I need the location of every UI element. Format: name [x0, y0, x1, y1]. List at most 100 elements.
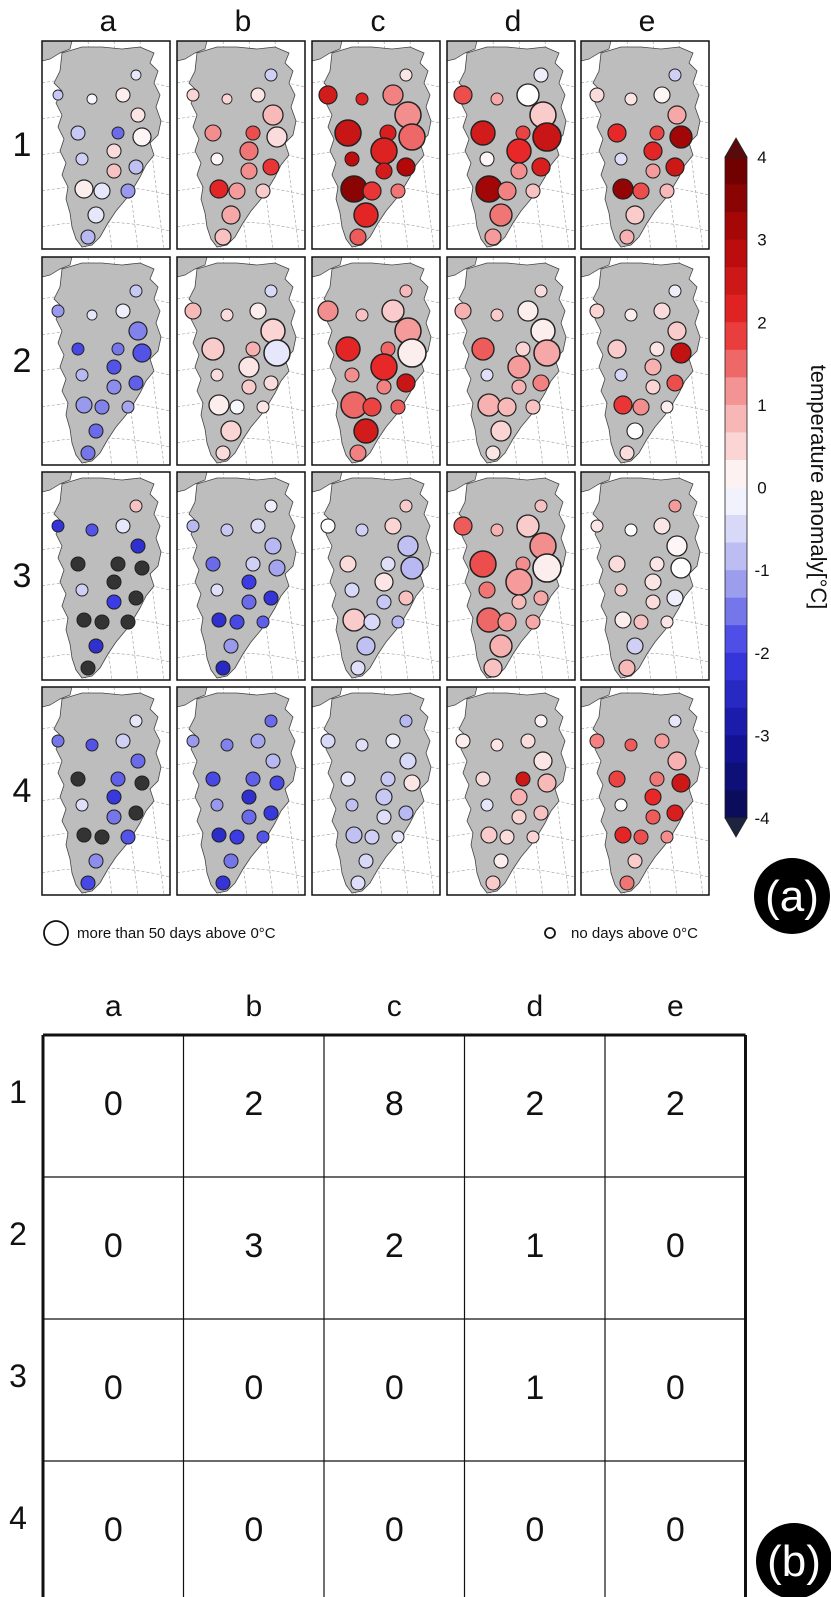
station-marker: [619, 229, 635, 245]
station-marker: [485, 445, 501, 461]
table-cell-value: 0: [104, 1085, 123, 1123]
station-marker: [398, 123, 426, 151]
station-marker: [260, 318, 286, 344]
station-marker: [511, 809, 527, 825]
station-marker: [624, 92, 638, 106]
station-marker: [607, 123, 627, 143]
station-marker: [376, 379, 392, 395]
panel-b-column-label: b: [245, 990, 262, 1023]
station-marker: [240, 162, 258, 180]
station-marker: [453, 85, 473, 105]
station-marker: [186, 519, 200, 533]
colorbar-band: [725, 294, 747, 323]
station-marker: [534, 284, 548, 298]
panel-b-column-label: e: [667, 990, 684, 1023]
station-marker: [614, 826, 632, 844]
ellesmere-land: [447, 257, 478, 278]
station-map: [41, 471, 171, 681]
map-frame: [446, 686, 576, 896]
station-marker: [256, 830, 270, 844]
station-marker: [497, 612, 517, 632]
station-marker: [263, 590, 279, 606]
station-marker: [241, 594, 257, 610]
colorbar-band: [725, 652, 747, 681]
station-marker: [374, 572, 394, 592]
table-cell-value: 2: [385, 1227, 404, 1265]
station-marker: [660, 400, 674, 414]
station-marker: [490, 308, 504, 322]
station-marker: [666, 804, 684, 822]
station-marker: [515, 125, 531, 141]
colorbar-band: [725, 349, 747, 378]
station-marker: [75, 798, 89, 812]
station-marker: [618, 659, 636, 677]
station-marker: [390, 183, 406, 199]
station-marker: [130, 753, 146, 769]
table-cell-value: 0: [385, 1369, 404, 1407]
colorbar-band: [725, 790, 747, 819]
panel-a-column-label: e: [639, 5, 656, 38]
station-marker: [128, 375, 144, 391]
map-frame: [41, 686, 171, 896]
station-marker: [399, 68, 413, 82]
greenland-land: [53, 262, 162, 464]
ellesmere-land: [581, 472, 612, 493]
colorbar-band: [725, 487, 747, 516]
panel-a-row-label: 4: [13, 772, 32, 810]
station-marker: [106, 143, 122, 159]
station-marker: [644, 788, 662, 806]
station-map: [446, 471, 576, 681]
station-marker: [511, 594, 527, 610]
station-marker: [400, 556, 424, 580]
station-marker: [120, 614, 136, 630]
station-marker: [355, 523, 369, 537]
station-marker: [111, 126, 125, 140]
station-marker: [653, 517, 671, 535]
map-frame: [580, 686, 710, 896]
station-marker: [208, 394, 230, 416]
station-marker: [106, 574, 122, 590]
station-marker: [507, 355, 531, 379]
station-marker: [250, 87, 266, 103]
station-marker: [649, 556, 665, 572]
station-marker: [455, 733, 471, 749]
map-frame: [446, 40, 576, 250]
ellesmere-land: [581, 41, 612, 62]
table-cell-value: 1: [525, 1227, 544, 1265]
station-marker: [660, 830, 674, 844]
station-marker: [220, 308, 234, 322]
panel-a-station-maps: a b c d e 1 2 3 4 4 3 2 1 0 -1 -2 -3 -4 temperature ano…: [13, 5, 831, 946]
colorbar-bands: [724, 156, 748, 819]
colorbar-tick-label: 3: [757, 231, 766, 250]
station-marker: [342, 608, 366, 632]
station-map: [580, 256, 710, 466]
station-marker: [532, 122, 562, 152]
station-marker: [511, 379, 527, 395]
ellesmere-land: [312, 687, 343, 708]
panel-a-map-grid: [41, 40, 710, 896]
station-marker: [266, 126, 288, 148]
table-cell-value: 0: [244, 1511, 263, 1549]
station-marker: [589, 87, 605, 103]
station-marker: [362, 181, 382, 201]
station-marker: [471, 337, 495, 361]
station-marker: [632, 398, 650, 416]
station-marker: [241, 789, 257, 805]
station-marker: [221, 205, 241, 225]
station-marker: [614, 152, 628, 166]
station-marker: [94, 829, 110, 845]
table-cell-value: 2: [244, 1085, 263, 1123]
station-marker: [515, 771, 531, 787]
station-marker: [632, 182, 650, 200]
ellesmere-land: [177, 41, 208, 62]
station-marker: [255, 183, 271, 199]
ellesmere-land: [312, 472, 343, 493]
station-marker: [399, 499, 413, 513]
panel-a-row-label: 2: [13, 342, 32, 380]
station-marker: [318, 85, 338, 105]
station-marker: [653, 86, 671, 104]
station-marker: [478, 581, 496, 599]
station-marker: [613, 395, 633, 415]
station-map: [311, 40, 441, 250]
station-marker: [110, 771, 126, 787]
